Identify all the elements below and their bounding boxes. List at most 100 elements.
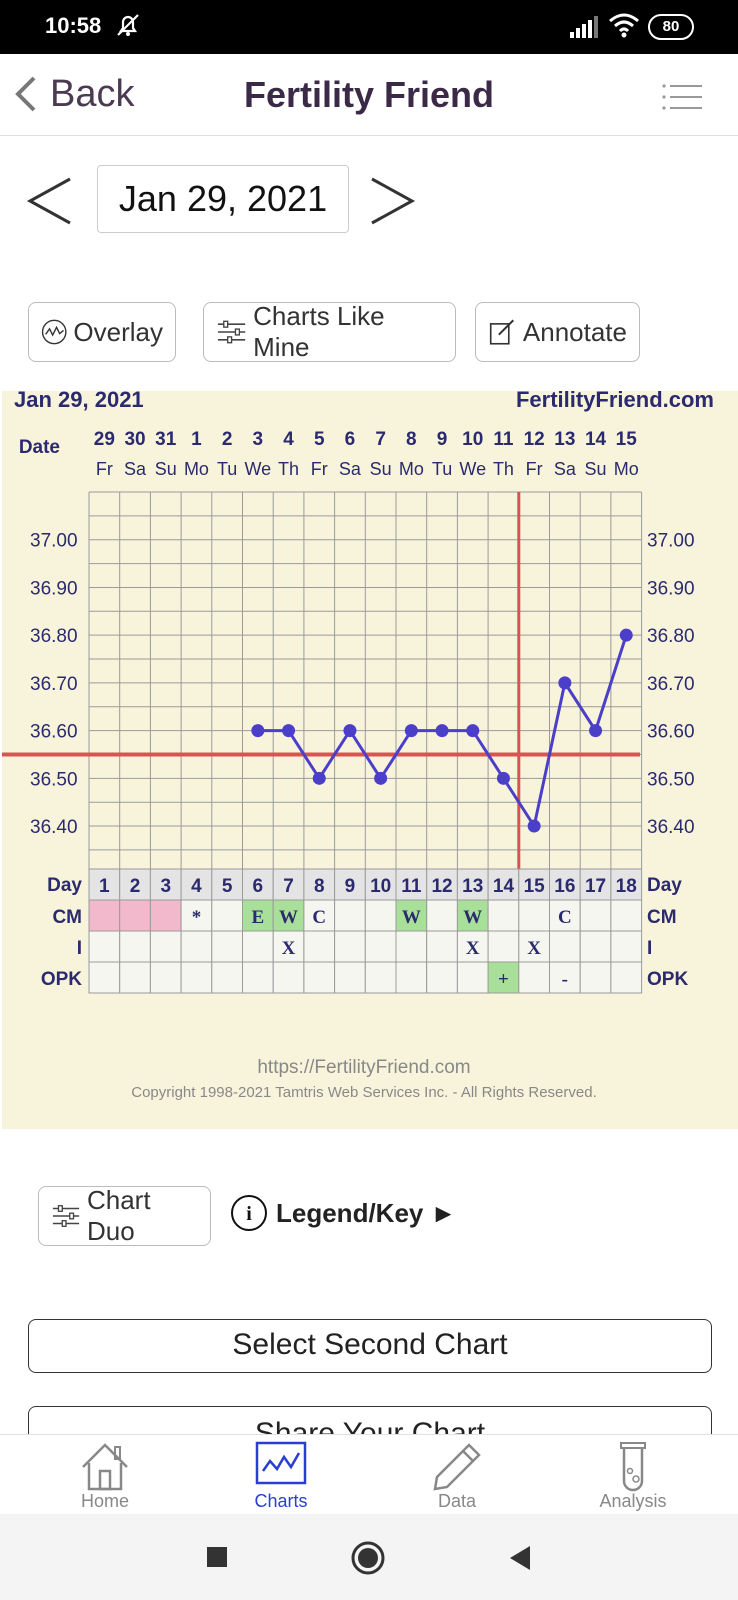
y-tick-right: 36.80 (647, 626, 695, 647)
temperature-point (435, 724, 449, 738)
observation-cell (88, 899, 121, 932)
home-system-button[interactable] (351, 1541, 385, 1575)
observation-cell (119, 899, 151, 932)
previous-date-button[interactable] (26, 175, 74, 227)
observation-cell (549, 961, 581, 994)
chart-icon (255, 1441, 307, 1485)
day-cell (303, 868, 336, 901)
observation-value: X (466, 938, 480, 959)
date-label: 15 (616, 429, 638, 450)
observation-cell (242, 930, 274, 963)
date-label: 5 (314, 429, 325, 450)
row-label-right: I (647, 938, 652, 959)
date-label: 11 (493, 429, 514, 450)
observation-cell (211, 961, 244, 994)
weekday-label: Su (155, 459, 177, 479)
day-cell (549, 868, 581, 901)
observation-cell (334, 961, 366, 994)
observation-cell (303, 930, 336, 963)
day-number: 17 (585, 876, 606, 897)
observation-cell (119, 930, 151, 963)
day-number: 3 (160, 876, 171, 897)
observation-cell (334, 899, 366, 932)
weekday-label: Sa (124, 459, 147, 479)
chart-duo-button[interactable]: Chart Duo (38, 1185, 211, 1246)
date-navigator: Jan 29, 2021 (0, 165, 738, 235)
date-label: 10 (462, 429, 483, 450)
temperature-point (282, 724, 296, 738)
bottom-tab-bar: Home Charts Data Analysis (0, 1434, 738, 1514)
observation-value: C (312, 907, 326, 928)
date-label: 29 (94, 429, 115, 450)
observation-value: E (252, 907, 265, 928)
observation-cell (303, 961, 336, 994)
annotate-button[interactable]: Annotate (475, 302, 640, 362)
tab-data[interactable]: Data (387, 1435, 527, 1515)
date-picker[interactable]: Jan 29, 2021 (97, 165, 349, 233)
tab-home-label: Home (80, 1491, 129, 1511)
house-icon (82, 1443, 128, 1491)
app-bar: Back Fertility Friend (0, 54, 738, 136)
select-second-chart-button[interactable]: Select Second Chart (28, 1319, 712, 1373)
day-number: 11 (401, 876, 422, 897)
charts-like-mine-button[interactable]: Charts Like Mine (203, 301, 456, 362)
tab-analysis-label: Analysis (599, 1491, 667, 1511)
day-number: 16 (554, 876, 575, 897)
day-cell (579, 868, 612, 901)
day-number: 18 (616, 876, 637, 897)
legend-key-link[interactable]: i Legend/Key ► (230, 1194, 456, 1232)
observation-cell (456, 961, 489, 994)
observation-cell (610, 930, 643, 963)
date-label: 31 (155, 429, 177, 450)
observation-value: W (402, 907, 421, 928)
test-tube-icon (620, 1442, 646, 1492)
observation-cell (395, 961, 428, 994)
day-number: 4 (191, 876, 202, 897)
date-label: 14 (585, 429, 607, 450)
y-tick-left: 36.60 (30, 722, 78, 743)
page-title: Fertility Friend (243, 74, 495, 115)
recent-apps-button[interactable] (206, 1546, 228, 1568)
overlay-button[interactable]: Overlay (28, 302, 176, 362)
tab-home[interactable]: Home (35, 1435, 175, 1515)
observation-cell (579, 930, 612, 963)
day-cell (88, 868, 121, 901)
temperature-point (496, 771, 510, 785)
chart-brand: FertilityFriend.com (516, 391, 714, 412)
annotate-label: Annotate (522, 316, 627, 347)
menu-icon[interactable] (662, 84, 702, 110)
observation-cell (610, 899, 643, 932)
observation-value: * (192, 907, 202, 928)
tab-analysis[interactable]: Analysis (563, 1435, 703, 1515)
chart-url: https://FertilityFriend.com (257, 1057, 470, 1078)
tab-charts[interactable]: Charts (211, 1435, 351, 1515)
observation-cell (579, 899, 612, 932)
date-label: 13 (554, 429, 575, 450)
y-tick-right: 36.70 (647, 674, 695, 695)
observation-cell (549, 930, 581, 963)
charts-like-mine-label: Charts Like Mine (253, 301, 385, 362)
y-tick-right: 36.40 (647, 817, 695, 838)
y-tick-right: 36.60 (647, 722, 695, 743)
chart-copyright: Copyright 1998-2021 Tamtris Web Services… (131, 1084, 596, 1101)
date-label: 3 (253, 429, 264, 450)
weekday-label: Mo (399, 459, 424, 479)
overlay-icon (41, 319, 67, 345)
sliders-icon (52, 1205, 80, 1227)
temperature-point (558, 676, 572, 690)
system-navigation-bar (0, 1514, 738, 1600)
back-button[interactable]: Back (14, 72, 134, 116)
next-date-button[interactable] (368, 175, 416, 227)
y-tick-left: 37.00 (30, 531, 78, 552)
observation-cell (88, 930, 121, 963)
observation-cell (180, 961, 213, 994)
y-tick-left: 36.40 (30, 817, 78, 838)
tab-data-label: Data (437, 1491, 477, 1511)
temperature-point (619, 628, 633, 642)
observation-value: X (282, 938, 296, 959)
chart-title: Jan 29, 2021 (14, 391, 144, 412)
day-number: 14 (493, 876, 515, 897)
edit-icon (489, 319, 514, 345)
back-system-button[interactable] (508, 1544, 532, 1572)
